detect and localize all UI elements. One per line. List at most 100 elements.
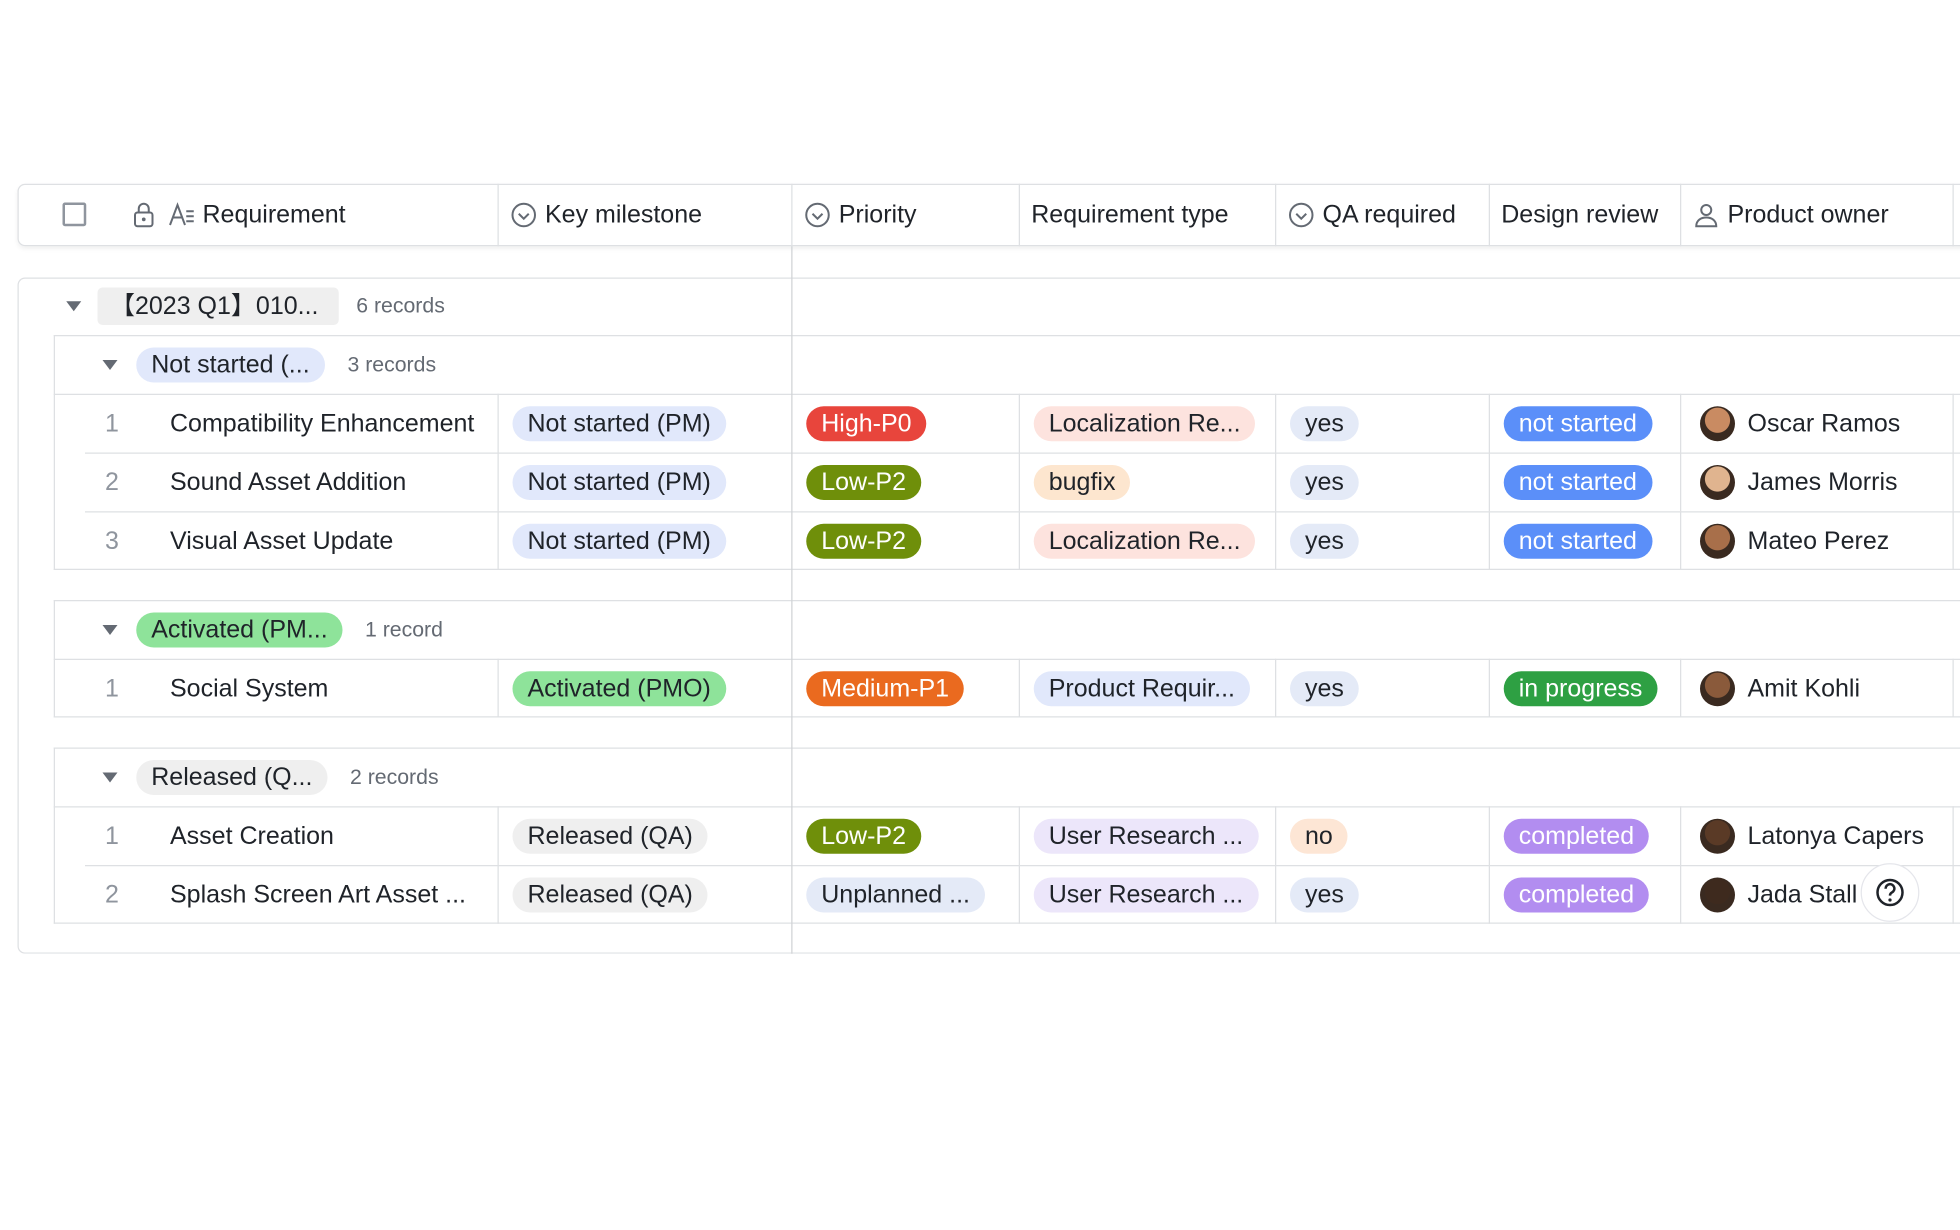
column-divider [1680, 183, 1682, 247]
subgroup-tag: Activated (PM... [136, 612, 343, 648]
avatar [1700, 406, 1735, 442]
cell-divider [1952, 393, 1954, 453]
subgroup-tag: Released (Q... [136, 760, 328, 795]
requirement-cell: Sound Asset Addition [170, 468, 407, 497]
owner-name: Jada Stall [1747, 881, 1858, 909]
owner-name: Oscar Ramos [1747, 410, 1901, 438]
qa-tag: no [1290, 818, 1348, 854]
milestone-tag: Not started (PM) [512, 465, 726, 500]
qa-tag: yes [1290, 465, 1359, 500]
cell-divider [497, 452, 499, 512]
design-tag: in progress [1503, 671, 1658, 707]
cell-divider [497, 511, 499, 570]
avatar [1700, 818, 1735, 854]
type-tag: bugfix [1033, 465, 1131, 500]
cell-divider [1680, 806, 1682, 865]
milestone-tag: Released (QA) [512, 877, 708, 913]
column-header: Design review [1501, 201, 1659, 229]
select-all-checkbox[interactable] [62, 202, 87, 227]
avatar [1700, 671, 1735, 707]
cell-divider [1275, 806, 1277, 865]
milestone-tag: Released (QA) [512, 818, 708, 854]
column-header: Requirement [202, 201, 346, 229]
cell-divider [1680, 658, 1682, 718]
column-divider [497, 183, 499, 247]
column-header: QA required [1322, 201, 1456, 229]
cell-divider [497, 393, 499, 453]
column-divider [1488, 183, 1490, 247]
subgroup-count: 3 records [347, 352, 437, 377]
column-divider [1952, 183, 1954, 247]
requirement-cell: Visual Asset Update [170, 527, 394, 556]
row-divider [85, 511, 1960, 513]
collapse-toggle [102, 772, 118, 783]
group-tag-bg [97, 287, 339, 325]
column-divider [1018, 183, 1020, 247]
cell-divider [1952, 452, 1954, 512]
collapse-toggle [102, 360, 118, 370]
priority-tag: High-P0 [806, 406, 927, 442]
type-tag: Localization Re... [1033, 406, 1256, 442]
cell-divider [497, 865, 499, 924]
cell-divider [1680, 865, 1682, 924]
circle-icon [1289, 202, 1314, 228]
subgroup-box [53, 335, 1960, 570]
row-index: 3 [105, 527, 119, 556]
milestone-tag: Not started (PM) [512, 406, 726, 442]
design-tag: not started [1503, 465, 1652, 500]
column-header: Key milestone [545, 201, 703, 229]
cell-divider [1952, 865, 1954, 924]
owner-name: Mateo Perez [1747, 527, 1890, 556]
cell-divider [1680, 511, 1682, 570]
circle-icon [511, 202, 536, 228]
cell-divider [1488, 658, 1490, 718]
cell-divider [1275, 658, 1277, 718]
design-tag: completed [1503, 818, 1650, 854]
circle-icon [805, 202, 830, 228]
type-tag: User Research ... [1033, 818, 1259, 854]
cell-divider [1018, 806, 1020, 865]
qa-tag: yes [1290, 877, 1359, 913]
priority-tag: Unplanned ... [806, 877, 985, 913]
row-index: 2 [105, 881, 119, 909]
group-box [17, 277, 1960, 954]
subgroup-box [53, 747, 1960, 924]
cell-divider [1018, 865, 1020, 924]
column-divider [1275, 183, 1277, 247]
owner-name: Amit Kohli [1747, 675, 1861, 703]
row-index: 1 [105, 410, 119, 438]
type-tag: Localization Re... [1033, 523, 1256, 559]
frozen-divider [791, 246, 793, 954]
cell-divider [1680, 452, 1682, 512]
milestone-tag: Activated (PMO) [512, 671, 726, 707]
design-tag: not started [1503, 523, 1652, 559]
cell-divider [1018, 452, 1020, 512]
row-divider [53, 658, 1960, 660]
cell-divider [1275, 452, 1277, 512]
row-index: 1 [105, 822, 119, 851]
cell-divider [1488, 806, 1490, 865]
cell-divider [1952, 511, 1954, 570]
help-button[interactable] [1859, 861, 1922, 924]
cell-divider [1952, 806, 1954, 865]
owner-name: Latonya Capers [1747, 822, 1925, 851]
requirement-cell: Social System [170, 675, 329, 703]
column-header: Requirement type [1031, 201, 1229, 229]
cell-divider [1275, 393, 1277, 453]
cell-divider [497, 658, 499, 718]
header-row [17, 183, 1960, 247]
priority-tag: Low-P2 [806, 465, 922, 500]
qa-tag: yes [1290, 406, 1359, 442]
lock-icon [134, 202, 154, 228]
textf-icon [169, 202, 194, 226]
cell-divider [1488, 393, 1490, 453]
group-count: 6 records [356, 293, 445, 318]
design-tag: completed [1503, 877, 1650, 913]
row-index: 2 [105, 468, 119, 497]
milestone-tag: Not started (PM) [512, 523, 726, 559]
cell-divider [497, 806, 499, 865]
subgroup-count: 2 records [350, 765, 439, 789]
cell-divider [1018, 511, 1020, 570]
